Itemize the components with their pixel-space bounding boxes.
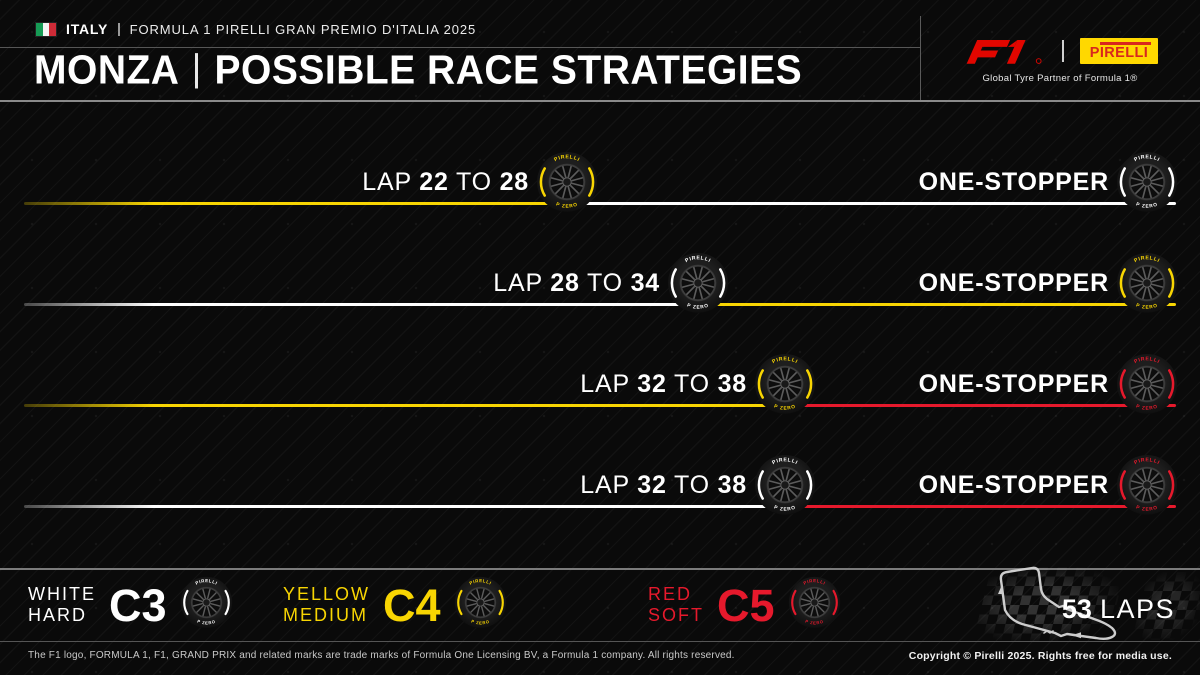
pit-window-label: LAP 28 TO 34 bbox=[493, 269, 660, 297]
svg-text:PIRELLI: PIRELLI bbox=[553, 154, 580, 163]
tyre-icon: PIRELLI P ZERO bbox=[536, 151, 598, 213]
finish-tyre: PIRELLI P ZERO bbox=[1116, 151, 1178, 218]
soft-tyre-icon: PIRELLI P ZERO bbox=[788, 576, 841, 634]
svg-text:PIRELLI: PIRELLI bbox=[802, 578, 826, 586]
laps-word: LAPS bbox=[1099, 594, 1175, 624]
logo-separator bbox=[1062, 40, 1064, 62]
header-strip-rule bbox=[0, 47, 920, 48]
first-stint-line bbox=[24, 303, 698, 306]
compound-name: YELLOW MEDIUM bbox=[283, 584, 371, 625]
tyre-icon: PIRELLI P ZERO bbox=[667, 252, 729, 314]
svg-text:P ZERO: P ZERO bbox=[1135, 504, 1159, 512]
svg-text:PIRELLI: PIRELLI bbox=[1133, 356, 1160, 365]
svg-text:P ZERO: P ZERO bbox=[1135, 403, 1159, 411]
first-stint-line bbox=[24, 404, 785, 407]
italy-flag-icon bbox=[36, 22, 57, 36]
svg-text:P ZERO: P ZERO bbox=[773, 504, 797, 512]
compound-code: C5 bbox=[717, 579, 775, 631]
stop-count-label: ONE-STOPPER bbox=[918, 471, 1109, 499]
hard-tyre-icon: PIRELLI P ZERO bbox=[180, 576, 233, 634]
svg-text:P ZERO: P ZERO bbox=[686, 302, 710, 310]
first-stint-line bbox=[24, 505, 785, 508]
tyre-icon: PIRELLI P ZERO bbox=[1116, 151, 1178, 213]
laps-count: 53 bbox=[1061, 594, 1092, 624]
f1-logo-icon bbox=[966, 40, 1042, 64]
footer-copyright: Copyright © Pirelli 2025. Rights free fo… bbox=[908, 650, 1172, 662]
pit-window-label: LAP 32 TO 38 bbox=[580, 370, 747, 398]
compound-code: C4 bbox=[383, 579, 441, 631]
svg-text:PIRELLI: PIRELLI bbox=[468, 578, 492, 586]
stop-count-label: ONE-STOPPER bbox=[918, 370, 1109, 398]
svg-text:PIRELLI: PIRELLI bbox=[684, 255, 711, 264]
finish-tyre: PIRELLI P ZERO bbox=[1116, 454, 1178, 521]
pirelli-logo: PIRELLI bbox=[1080, 38, 1158, 64]
legend-item-soft: RED SOFT C5 PIRELLI P ZERO bbox=[648, 576, 841, 634]
race-laps: 53 LAPS bbox=[1062, 594, 1175, 625]
pirelli-logo-text: PIRELLI bbox=[1089, 44, 1149, 61]
tyre-icon: PIRELLI P ZERO bbox=[1116, 252, 1178, 314]
tyre-icon: PIRELLI P ZERO bbox=[754, 454, 816, 516]
partner-logos: PIRELLI bbox=[920, 36, 1200, 66]
svg-text:PIRELLI: PIRELLI bbox=[194, 578, 218, 586]
monza-track-map bbox=[998, 566, 1117, 640]
tyre-icon: PIRELLI P ZERO bbox=[454, 576, 506, 629]
compound-name: RED SOFT bbox=[648, 584, 704, 625]
first-stint-line bbox=[24, 202, 567, 205]
svg-text:P ZERO: P ZERO bbox=[470, 619, 490, 626]
svg-text:P ZERO: P ZERO bbox=[555, 201, 579, 209]
svg-text:P ZERO: P ZERO bbox=[804, 619, 824, 626]
svg-text:P ZERO: P ZERO bbox=[196, 619, 216, 626]
title-separator bbox=[195, 52, 199, 88]
stop-count-label: ONE-STOPPER bbox=[918, 168, 1109, 196]
svg-text:P ZERO: P ZERO bbox=[1135, 201, 1159, 209]
partner-caption: Global Tyre Partner of Formula 1® bbox=[982, 73, 1138, 84]
tyre-icon: PIRELLI P ZERO bbox=[1116, 353, 1178, 415]
svg-text:PIRELLI: PIRELLI bbox=[1133, 457, 1160, 466]
second-stint-line bbox=[785, 404, 1176, 407]
svg-text:P ZERO: P ZERO bbox=[773, 403, 797, 411]
strip-separator bbox=[118, 22, 120, 36]
legend-item-hard: WHITE HARD C3 PIRELLI P ZERO bbox=[28, 576, 233, 634]
country-label: ITALY bbox=[66, 21, 109, 37]
tyre-icon: PIRELLI P ZERO bbox=[754, 353, 816, 415]
pit-window-label: LAP 22 TO 28 bbox=[362, 168, 529, 196]
header-strip: ITALY FORMULA 1 PIRELLI GRAN PREMIO D'IT… bbox=[36, 20, 476, 38]
pit-stop-tyre: PIRELLI P ZERO bbox=[754, 454, 816, 521]
pit-stop-tyre: PIRELLI P ZERO bbox=[754, 353, 816, 420]
event-title: FORMULA 1 PIRELLI GRAN PREMIO D'ITALIA 2… bbox=[129, 21, 477, 37]
medium-tyre-icon: PIRELLI P ZERO bbox=[454, 576, 507, 634]
stop-count-label: ONE-STOPPER bbox=[918, 269, 1109, 297]
page-title: MONZA POSSIBLE RACE STRATEGIES bbox=[34, 50, 802, 91]
direction-arrow bbox=[998, 587, 1004, 594]
legend-item-medium: YELLOW MEDIUM C4 PIRELLI P ZERO bbox=[283, 576, 507, 634]
pit-stop-tyre: PIRELLI P ZERO bbox=[667, 252, 729, 319]
svg-text:PIRELLI: PIRELLI bbox=[1133, 255, 1160, 264]
tyre-icon: PIRELLI P ZERO bbox=[1116, 454, 1178, 516]
finish-tyre: PIRELLI P ZERO bbox=[1116, 353, 1178, 420]
pirelli-logo-bar bbox=[1100, 42, 1151, 45]
direction-arrow bbox=[1072, 632, 1081, 639]
page-title-location: MONZA bbox=[34, 47, 180, 93]
pit-stop-tyre: PIRELLI P ZERO bbox=[536, 151, 598, 218]
page-title-main: POSSIBLE RACE STRATEGIES bbox=[214, 47, 803, 93]
legend-top-rule bbox=[0, 568, 1200, 570]
second-stint-line bbox=[785, 505, 1176, 508]
pit-window-label: LAP 32 TO 38 bbox=[580, 471, 747, 499]
second-stint-line bbox=[567, 202, 1176, 205]
tyre-icon: PIRELLI P ZERO bbox=[788, 576, 840, 629]
svg-text:PIRELLI: PIRELLI bbox=[771, 457, 798, 466]
header-rule bbox=[0, 100, 1200, 102]
second-stint-line bbox=[698, 303, 1176, 306]
compound-name: WHITE HARD bbox=[28, 584, 96, 625]
footer-legal-text: The F1 logo, FORMULA 1, F1, GRAND PRIX a… bbox=[28, 650, 735, 661]
svg-text:P ZERO: P ZERO bbox=[1135, 302, 1159, 310]
svg-text:PIRELLI: PIRELLI bbox=[771, 356, 798, 365]
header-vertical-rule bbox=[920, 16, 921, 100]
legend-bottom-rule bbox=[0, 641, 1200, 642]
svg-text:PIRELLI: PIRELLI bbox=[1133, 154, 1160, 163]
compound-code: C3 bbox=[109, 579, 167, 631]
finish-tyre: PIRELLI P ZERO bbox=[1116, 252, 1178, 319]
tyre-icon: PIRELLI P ZERO bbox=[180, 576, 232, 629]
